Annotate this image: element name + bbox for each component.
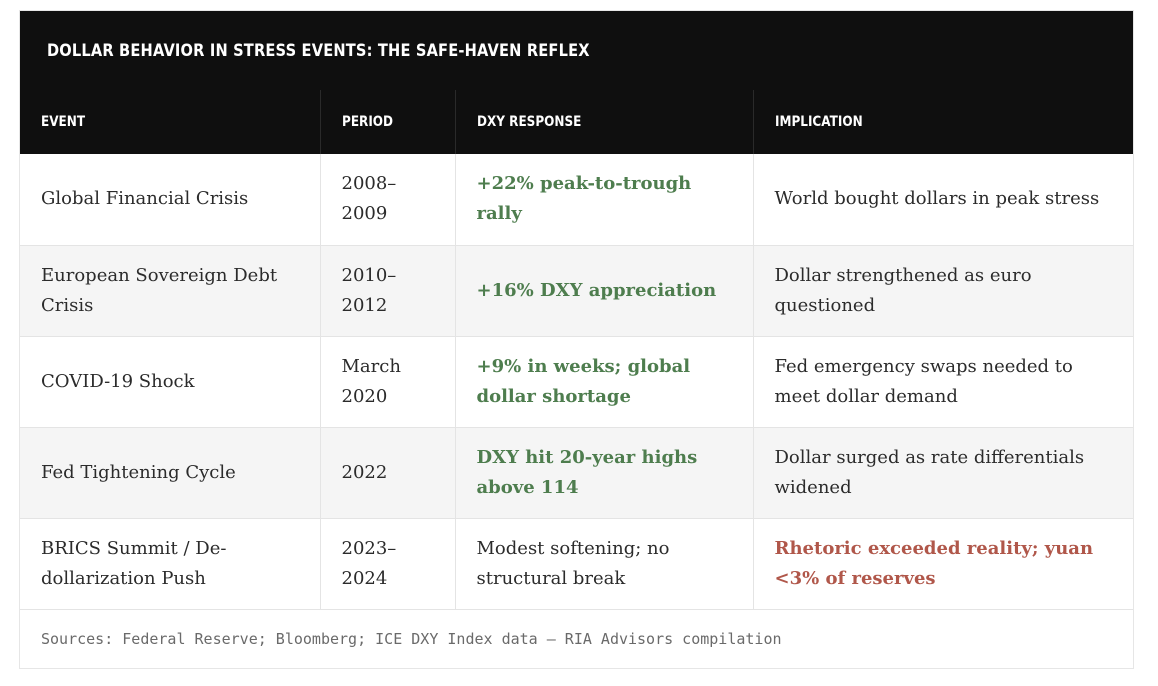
stress-events-table: EVENT PERIOD DXY RESPONSE IMPLICATION Gl…	[20, 90, 1133, 610]
header-row: EVENT PERIOD DXY RESPONSE IMPLICATION	[20, 90, 1133, 154]
column-header-event: EVENT	[20, 90, 321, 154]
column-header-period: PERIOD	[320, 90, 456, 154]
cell-period: March 2020	[320, 336, 456, 428]
cell-event: BRICS Summit / De-dollarization Push	[20, 518, 321, 610]
cell-implication: Rhetoric exceeded reality; yuan <3% of r…	[753, 518, 1133, 610]
column-header-label: DXY RESPONSE	[476, 114, 581, 130]
column-header-label: EVENT	[41, 114, 86, 130]
table-row: European Sovereign Debt Crisis 2010– 201…	[20, 245, 1133, 337]
period-text: 2010– 2012	[341, 264, 397, 316]
cell-period: 2008– 2009	[320, 154, 456, 246]
column-header-dxy-response: DXY RESPONSE	[455, 90, 754, 154]
cell-period: 2010– 2012	[320, 245, 456, 337]
period-text: 2023– 2024	[341, 537, 397, 589]
column-header-label: PERIOD	[341, 114, 393, 130]
cell-dxy-response: DXY hit 20-year highs above 114	[455, 427, 754, 519]
table-title: DOLLAR BEHAVIOR IN STRESS EVENTS: THE SA…	[47, 40, 590, 61]
cell-dxy-response: +16% DXY appreciation	[455, 245, 754, 337]
cell-implication: World bought dollars in peak stress	[753, 154, 1133, 246]
cell-event: COVID-19 Shock	[20, 336, 321, 428]
sources-footnote: Sources: Federal Reserve; Bloomberg; ICE…	[41, 629, 782, 648]
cell-implication: Dollar surged as rate differentials wide…	[753, 427, 1133, 519]
cell-event: Global Financial Crisis	[20, 154, 321, 246]
cell-implication: Dollar strengthened as euro questioned	[753, 245, 1133, 337]
cell-dxy-response: +22% peak-to-trough rally	[455, 154, 754, 246]
table-row: BRICS Summit / De-dollarization Push 202…	[20, 518, 1133, 610]
table-row: Fed Tightening Cycle 2022 DXY hit 20-yea…	[20, 427, 1133, 519]
title-bar: DOLLAR BEHAVIOR IN STRESS EVENTS: THE SA…	[20, 11, 1133, 90]
table-card: DOLLAR BEHAVIOR IN STRESS EVENTS: THE SA…	[19, 10, 1134, 669]
period-text: 2008– 2009	[341, 173, 397, 225]
cell-dxy-response: +9% in weeks; global dollar shortage	[455, 336, 754, 428]
table-row: COVID-19 Shock March 2020 +9% in weeks; …	[20, 336, 1133, 428]
cell-event: European Sovereign Debt Crisis	[20, 245, 321, 337]
cell-period: 2023– 2024	[320, 518, 456, 610]
cell-implication: Fed emergency swaps needed to meet dolla…	[753, 336, 1133, 428]
column-header-implication: IMPLICATION	[753, 90, 1133, 154]
cell-event: Fed Tightening Cycle	[20, 427, 321, 519]
cell-dxy-response: Modest softening; no structural break	[455, 518, 754, 610]
cell-period: 2022	[320, 427, 456, 519]
table-row: Global Financial Crisis 2008– 2009 +22% …	[20, 154, 1133, 246]
column-header-label: IMPLICATION	[774, 114, 863, 130]
